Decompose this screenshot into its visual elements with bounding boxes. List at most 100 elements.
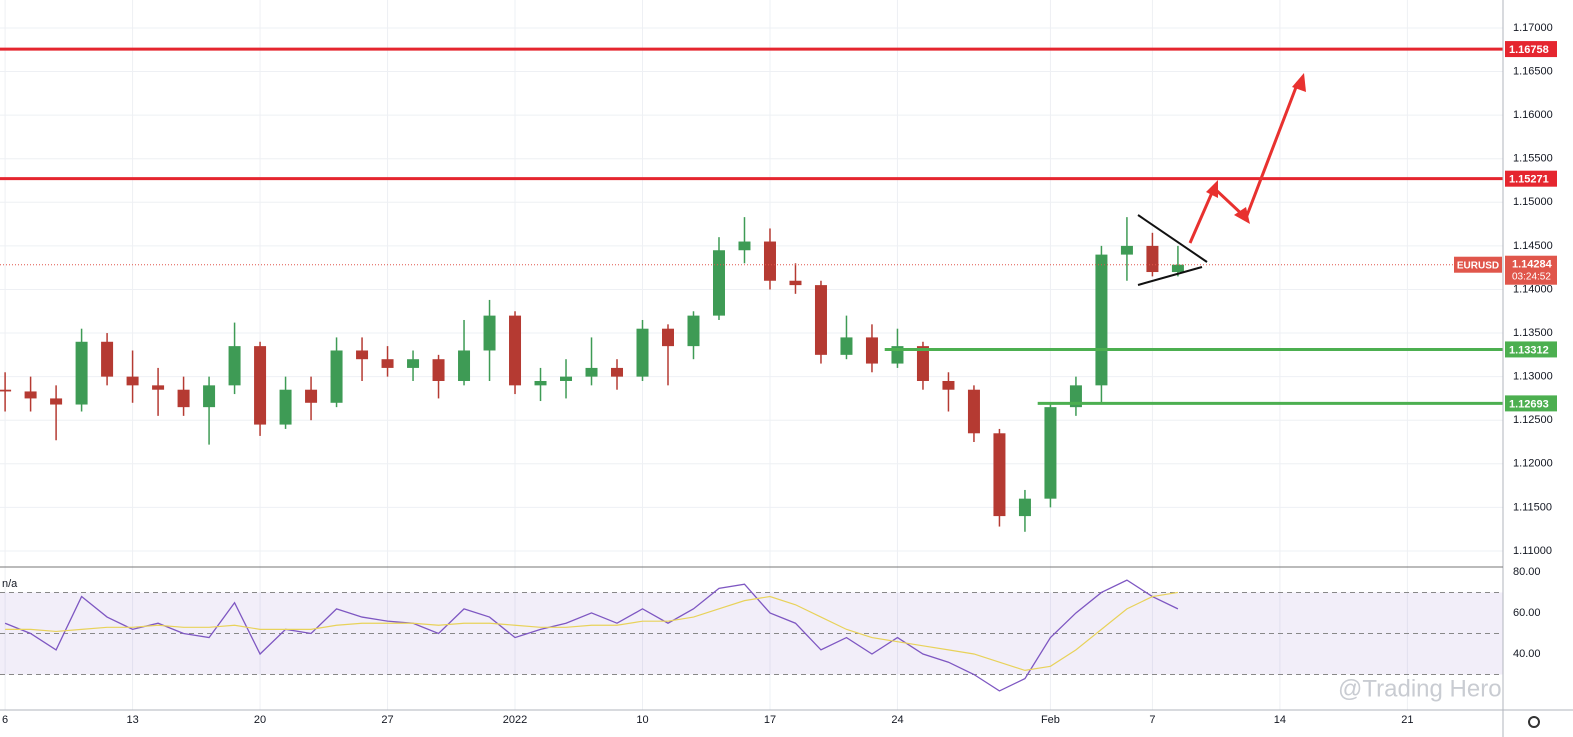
drawings [1137,73,1306,286]
rsi-tick-label: 60.00 [1513,607,1541,619]
candle-body [228,346,241,386]
x-tick-label: 14 [1274,714,1286,726]
level-label-box [1505,341,1557,358]
candle-body [101,341,114,377]
candle-body [611,367,624,377]
x-tick-label: 21 [1401,714,1413,726]
candle-body [585,367,598,377]
candle-body [789,280,802,286]
x-tick-label: 6 [2,714,8,726]
rsi-label: n/a [2,578,18,590]
last-price-label: 1.14284 [1512,259,1553,271]
settings-icon[interactable] [1528,716,1540,728]
candle-body [840,337,853,355]
rsi-line [4,579,1179,692]
y-tick-label: 1.11000 [1513,545,1552,557]
arrow-head [1234,207,1250,224]
candle-body [1044,407,1057,499]
candle-body [432,359,445,381]
candle-body [1069,385,1082,408]
candle-body [356,350,369,360]
marks [0,47,1503,692]
y-tick-label: 1.13500 [1513,327,1553,339]
candle-body [1018,498,1031,517]
candle-body [534,380,547,386]
x-tick-label: 20 [254,714,266,726]
level-label: 1.12693 [1509,398,1549,410]
candle-body [763,241,776,281]
candle-body [1146,245,1159,273]
candle-body [330,350,343,403]
arrow-head [1206,180,1218,198]
rsi-tick-label: 40.00 [1513,648,1541,660]
candle-body [0,389,12,392]
rsi-line [5,591,1179,672]
candle-body [636,328,649,377]
projection-arrow [1188,81,1300,244]
triangle-upper [1137,214,1208,263]
candle-body [177,389,190,408]
labels: 6 13 20 27 2022 10 17 24 Feb 7 14 21 1.11000 1.11500 1… [2,22,1557,726]
candle-body [50,398,63,405]
x-tick-label: Feb [1041,714,1060,726]
candle-body [942,380,955,390]
candle-body [687,315,700,347]
candle-body [75,341,88,405]
x-tick-label: 10 [636,714,648,726]
candle-body [407,359,420,368]
y-tick-label: 1.12000 [1513,458,1553,470]
candle-body [458,350,471,381]
candle-body [254,346,267,425]
candle-body [381,359,394,368]
y-tick-label: 1.16500 [1513,65,1553,77]
candle-body [1120,245,1133,255]
x-tick-label: 7 [1149,714,1155,726]
candle-body [483,315,496,351]
rsi-tick-label: 80.00 [1513,566,1541,578]
y-tick-label: 1.15000 [1513,196,1553,208]
triangle-lower [1137,266,1203,286]
level-label-box [1505,41,1557,58]
candle-body [560,376,573,381]
y-tick-label: 1.14500 [1513,240,1553,252]
x-tick-label: 24 [891,714,903,726]
x-tick-label: 27 [381,714,393,726]
countdown-label: 03:24:52 [1512,271,1551,282]
candle-body [1095,254,1108,386]
candle-body [662,328,674,347]
symbol-label: EURUSD [1457,260,1499,271]
level-label-box [1505,395,1557,412]
y-tick-label: 1.16000 [1513,109,1553,121]
y-tick-label: 1.13000 [1513,371,1553,383]
x-tick-label: 2022 [503,714,527,726]
level-label-box [1505,170,1557,187]
candle-body [509,315,522,386]
candle-body [203,385,216,408]
x-tick-label: 17 [764,714,776,726]
candle-body [305,389,318,403]
candle-body [126,376,139,386]
watermark: @Trading Hero [1338,675,1502,702]
last-price-box [1505,255,1557,285]
candle-body [967,389,980,434]
symbol-box [1454,256,1502,273]
level-label: 1.15271 [1509,174,1549,186]
candle-body [279,389,292,425]
candle-body [993,433,1006,517]
y-tick-label: 1.11500 [1513,501,1552,513]
y-tick-label: 1.17000 [1513,22,1553,34]
level-label: 1.16758 [1509,44,1549,56]
arrow-head [1292,73,1306,92]
candle-body [814,285,827,355]
gear[interactable] [1528,716,1540,728]
y-tick-label: 1.15500 [1513,153,1553,165]
candle-body [738,241,751,251]
candle-body [712,250,725,316]
candle-body [1171,264,1184,273]
y-tick-label: 1.12500 [1513,414,1553,426]
x-tick-label: 13 [126,714,138,726]
candle-body [865,337,878,364]
y-tick-label: 1.14000 [1513,283,1553,295]
level-label: 1.13312 [1509,344,1549,356]
